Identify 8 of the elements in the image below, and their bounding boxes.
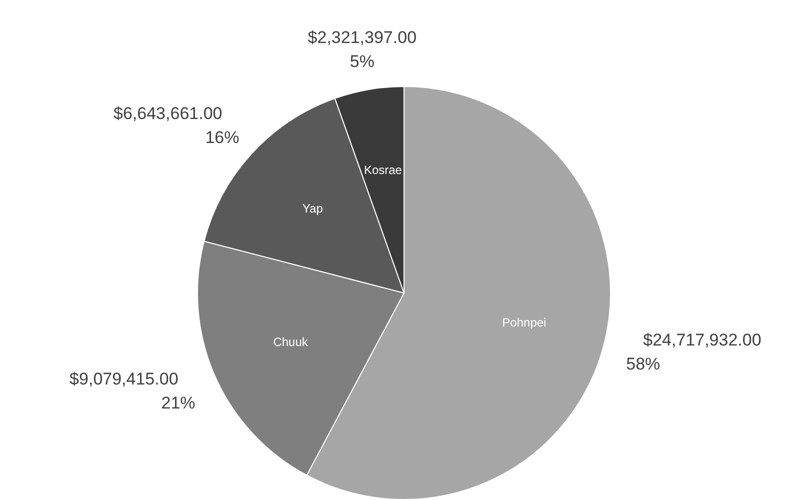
- data-label: $2,321,397.00 5%: [308, 28, 417, 71]
- data-label: $24,717,932.00 58%: [626, 330, 762, 374]
- data-label: $6,643,661.00 16%: [114, 104, 240, 148]
- slice-label: Kosrae: [364, 163, 402, 178]
- slice-label: Pohnpei: [502, 315, 546, 330]
- data-label: $9,079,415.00 21%: [70, 370, 196, 413]
- slice-label: Chuuk: [273, 335, 309, 350]
- slice-label: Yap: [302, 202, 324, 216]
